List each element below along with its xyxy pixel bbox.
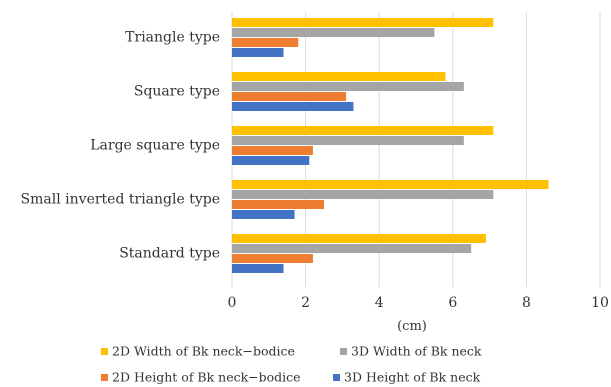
bar — [232, 28, 435, 37]
legend-label: 3D Width of Bk neck — [351, 344, 482, 359]
legend-swatch — [340, 348, 347, 355]
x-tick-label: 8 — [522, 295, 531, 311]
bar — [232, 82, 464, 91]
legend-swatch — [333, 374, 340, 381]
x-tick-label: 6 — [448, 295, 457, 311]
x-tick-label: 0 — [228, 295, 237, 311]
bar — [232, 136, 464, 145]
category-label: Square type — [134, 84, 220, 100]
bar — [232, 92, 347, 101]
legend-label: 2D Width of Bk neck−bodice — [112, 344, 295, 359]
bar — [232, 264, 284, 273]
bar — [232, 126, 494, 135]
bar — [232, 210, 295, 219]
bar — [232, 190, 494, 199]
category-label: Large square type — [90, 138, 220, 154]
legend-swatch — [101, 374, 108, 381]
x-tick-label: 4 — [375, 295, 384, 311]
legend-swatch — [101, 348, 108, 355]
category-label: Standard type — [119, 246, 220, 262]
x-tick-labels: 0 2 4 6 8 10 — [228, 295, 609, 311]
bar — [232, 200, 324, 209]
bar — [232, 254, 313, 263]
bar — [232, 48, 284, 57]
category-label: Triangle type — [125, 30, 220, 46]
bar — [232, 18, 494, 27]
legend: 2D Width of Bk neck−bodice 3D Width of Bk… — [101, 344, 482, 385]
bars — [232, 18, 549, 273]
category-label: Small inverted triangle type — [21, 192, 220, 208]
x-tick-label: 10 — [591, 295, 609, 311]
legend-label: 3D Height of Bk neck — [344, 370, 481, 385]
bar — [232, 180, 549, 189]
bar — [232, 146, 313, 155]
category-labels: Triangle type Square type Large square typ… — [21, 30, 220, 262]
bar — [232, 102, 354, 111]
bar — [232, 244, 472, 253]
legend-label: 2D Height of Bk neck−bodice — [112, 370, 301, 385]
x-tick-label: 2 — [301, 295, 310, 311]
x-axis-title: (cm) — [397, 319, 427, 334]
bar — [232, 38, 299, 47]
bar — [232, 156, 310, 165]
bar — [232, 234, 486, 243]
bar — [232, 72, 446, 81]
